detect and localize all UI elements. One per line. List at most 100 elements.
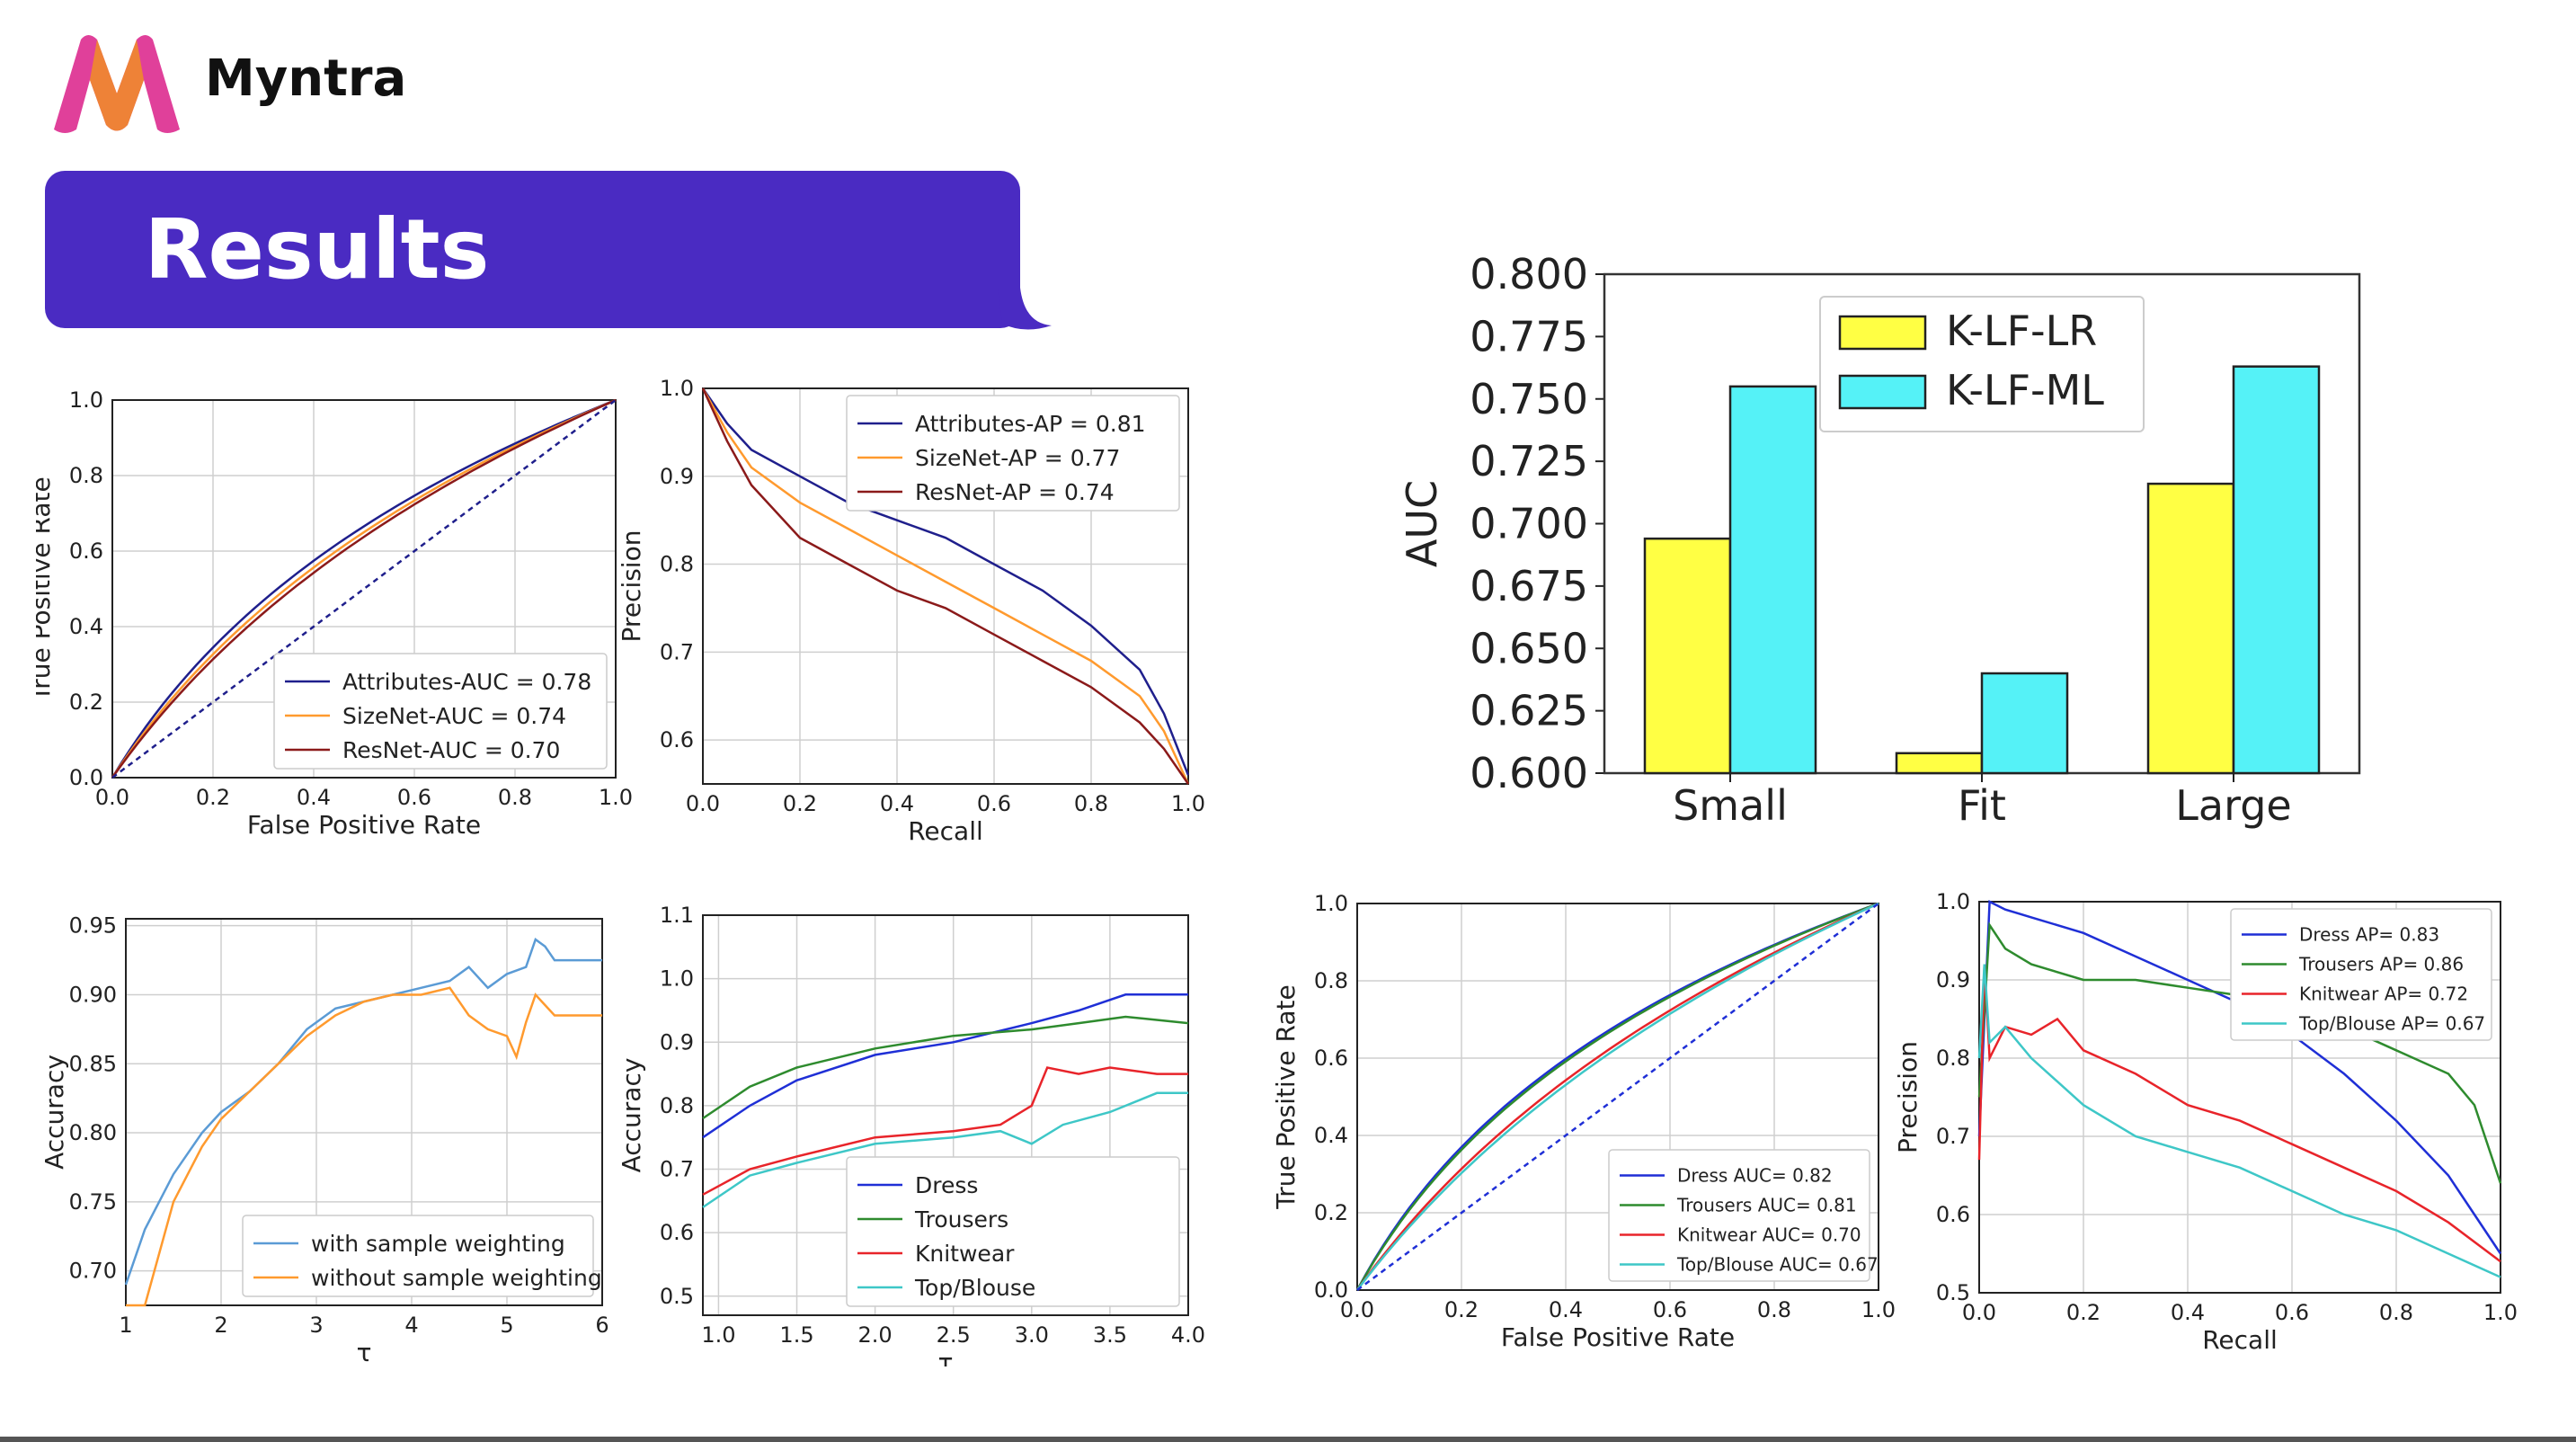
- y-tick-label: 1.0: [1936, 889, 1970, 914]
- series-line: [701, 387, 1190, 776]
- x-tick-label: 0.8: [2379, 1300, 2413, 1325]
- chart-roc-categories: 0.0 0.2 0.4 0.6 0.8 1.0 0.0 0.2 0.4 0.6 0.8 1.0 Fals…: [1271, 891, 1896, 1352]
- series-line: [111, 398, 617, 779]
- y-tick-label: 0.650: [1470, 624, 1588, 672]
- y-tick-label: 0.9: [660, 1029, 694, 1055]
- x-tick-label: 4: [404, 1313, 418, 1338]
- y-tick-label: 0.7: [660, 639, 694, 664]
- plot-frame: [1356, 903, 1879, 1291]
- legend-label: SizeNet-AP = 0.77: [915, 445, 1120, 471]
- x-tick-label: 1.0: [1861, 1297, 1896, 1322]
- series-line: [701, 387, 1190, 785]
- x-tick-label: 0.0: [1962, 1300, 1996, 1325]
- x-tick-label: 0.8: [1074, 791, 1108, 816]
- series-line: [1355, 902, 1879, 1291]
- x-tick-label: 0.6: [1653, 1297, 1687, 1322]
- y-tick-label: 0.625: [1470, 687, 1588, 735]
- y-tick-label: 0.2: [1314, 1200, 1348, 1225]
- x-tick-label: 4.0: [1171, 1322, 1205, 1348]
- legend-label: Trousers: [914, 1206, 1008, 1233]
- legend-label: Dress: [915, 1172, 978, 1198]
- y-tick-label: 0.675: [1470, 562, 1588, 610]
- x-tick-label: 1.0: [701, 1322, 735, 1348]
- y-tick-label: 0.8: [660, 1093, 694, 1118]
- banner-tail: [998, 288, 1052, 330]
- legend-box: [846, 1156, 1180, 1307]
- series-line: [111, 399, 617, 779]
- y-axis-label: Accuracy: [620, 1058, 646, 1173]
- x-axis-label: τ: [938, 1348, 954, 1366]
- y-tick-label: 0.750: [1470, 375, 1588, 423]
- legend-box: [846, 395, 1180, 512]
- legend-label: ResNet-AUC = 0.70: [342, 737, 560, 763]
- series-line: [1356, 902, 1879, 1291]
- bar: [2232, 365, 2321, 775]
- legend-label: Attributes-AUC = 0.78: [342, 669, 591, 695]
- x-axis-label: Recall: [2202, 1325, 2278, 1355]
- y-tick-label: 0.700: [1470, 500, 1588, 548]
- x-tick-label: 0.2: [783, 791, 817, 816]
- x-tick-label: Fit: [1958, 781, 2006, 830]
- legend-label: Top/Blouse: [914, 1275, 1035, 1301]
- x-tick-label: 1: [119, 1313, 132, 1338]
- y-tick-label: 0.6: [660, 1220, 694, 1245]
- chart-auc-bars: 0.600 0.625 0.650 0.675 0.700 0.725 0.750 0.775…: [1398, 250, 2361, 830]
- y-tick-label: 0.6: [69, 539, 103, 564]
- y-tick-label: 0.2: [69, 690, 103, 715]
- x-tick-label: 0.0: [686, 791, 720, 816]
- y-tick-label: 1.0: [69, 387, 103, 413]
- y-tick-label: 0.75: [69, 1189, 117, 1215]
- legend-label: Top/Blouse AP= 0.67: [2298, 1013, 2485, 1035]
- y-tick-label: 0.8: [69, 463, 103, 488]
- x-tick-label: 0.4: [880, 791, 914, 816]
- series-line: [111, 398, 617, 779]
- x-tick-label: 3: [309, 1313, 323, 1338]
- plot-frame: [702, 387, 1189, 785]
- x-tick-label: 0.8: [498, 785, 532, 810]
- y-tick-label: 1.1: [660, 903, 694, 928]
- title-banner: Results: [45, 171, 1020, 328]
- x-tick-label: 0.6: [977, 791, 1011, 816]
- x-axis-label: τ: [357, 1338, 372, 1366]
- series-line: [126, 986, 602, 1307]
- y-tick-label: 0.8: [660, 552, 694, 577]
- y-tick-label: 0.70: [69, 1259, 117, 1284]
- y-tick-label: 0.7: [1936, 1124, 1970, 1149]
- series-line: [1977, 964, 2501, 1263]
- myntra-logo: [54, 35, 180, 133]
- legend-label: K-LF-ML: [1946, 366, 2104, 414]
- x-tick-label: Large: [2175, 781, 2291, 830]
- y-tick-label: 1.0: [660, 966, 694, 992]
- y-tick-label: 0.85: [69, 1051, 117, 1076]
- bar: [2146, 482, 2235, 775]
- legend-label: K-LF-LR: [1946, 307, 2097, 355]
- legend-label: Trousers AUC= 0.81: [1676, 1195, 1857, 1216]
- bottom-rule: [0, 1437, 2576, 1442]
- x-tick-label: 0.0: [1340, 1297, 1374, 1322]
- y-tick-label: 1.0: [1314, 891, 1348, 916]
- legend-label: Knitwear: [915, 1241, 1015, 1267]
- y-tick-label: 0.90: [69, 982, 117, 1007]
- legend-box: [273, 653, 608, 770]
- y-tick-label: 0.4: [1314, 1123, 1348, 1148]
- y-tick-label: 0.6: [1936, 1202, 1970, 1227]
- y-tick-label: 0.8: [1936, 1046, 1970, 1071]
- legend-swatch: [1838, 315, 1927, 351]
- chart-pr-categories: 0.0 0.2 0.4 0.6 0.8 1.0 0.5 0.6 0.7 0.8 0.9 1.0 Reca…: [1896, 889, 2518, 1355]
- x-tick-label: Small: [1673, 781, 1788, 830]
- legend-label: ResNet-AP = 0.74: [915, 479, 1115, 505]
- x-tick-label: 0.2: [196, 785, 230, 810]
- y-tick-label: 0.8: [1314, 968, 1348, 993]
- y-tick-label: 0.9: [660, 464, 694, 489]
- y-axis-label: Precision: [1896, 1041, 1923, 1153]
- bar: [1895, 752, 1984, 775]
- series-line: [702, 1066, 1188, 1196]
- y-tick-label: 0.5: [660, 1284, 694, 1309]
- bar: [1643, 537, 1732, 775]
- chart-accuracy-weighting: 1 2 3 4 5 6 0.70 0.75 0.80 0.85 0.90 0.95 τ Accuracy w…: [40, 913, 609, 1366]
- x-tick-label: 1.0: [599, 785, 633, 810]
- legend-label: Top/Blouse AUC= 0.67: [1676, 1254, 1879, 1276]
- series-line: [1355, 902, 1879, 1291]
- x-axis-label: Recall: [908, 816, 983, 846]
- chart-pr-attributes: 0.0 0.2 0.4 0.6 0.8 1.0 0.6 0.7 0.8 0.9 1.0 Recall P…: [620, 378, 1205, 846]
